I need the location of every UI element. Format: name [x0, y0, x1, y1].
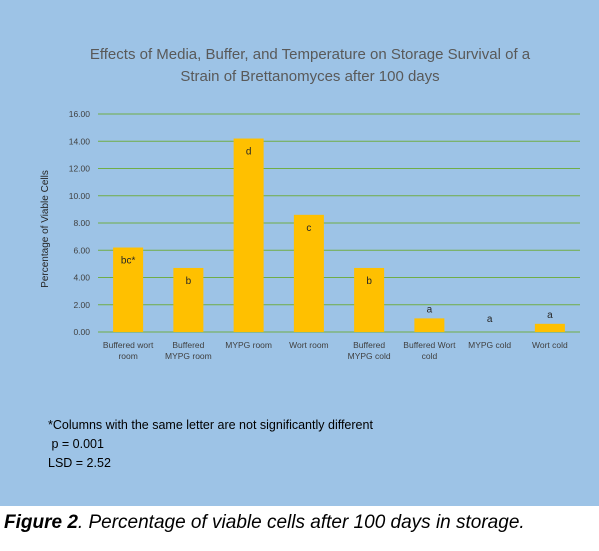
chart-panel: Effects of Media, Buffer, and Temperatur… — [0, 0, 599, 506]
note-p-value: p = 0.001 — [48, 437, 104, 451]
significance-letter: a — [427, 304, 433, 315]
x-category-label: Wort room — [289, 340, 329, 350]
bars — [113, 138, 565, 332]
significance-letter: a — [547, 310, 553, 321]
y-tick-label: 6.00 — [73, 245, 90, 255]
caption-label: Figure 2 — [4, 512, 78, 533]
y-tick-label: 16.00 — [69, 109, 91, 119]
y-tick-label: 14.00 — [69, 136, 91, 146]
y-tick-label: 4.00 — [73, 273, 90, 283]
x-category-label: Wort cold — [532, 340, 568, 350]
y-tick-label: 0.00 — [73, 327, 90, 337]
figure-caption: Figure 2. Percentage of viable cells aft… — [4, 512, 525, 534]
chart-title: Effects of Media, Buffer, and Temperatur… — [40, 44, 580, 88]
x-category-label: Buffered wort — [103, 340, 154, 350]
y-axis-ticks: 0.00 2.00 4.00 6.00 8.00 10.00 12.00 14.00 16.00 — [69, 109, 91, 337]
bar — [113, 247, 144, 332]
y-axis-label: Percentage of Viable Cells — [40, 170, 51, 288]
significance-letter: d — [246, 147, 252, 158]
bar — [414, 318, 445, 332]
x-category-label: Buffered — [353, 340, 385, 350]
gridlines — [98, 113, 580, 333]
x-category-label: MYPG room — [165, 351, 212, 361]
significance-letter: b — [186, 276, 192, 287]
x-category-label: MYPG cold — [348, 351, 391, 361]
note-lsd: LSD = 2.52 — [48, 456, 111, 470]
bar — [233, 138, 264, 332]
note-significance: *Columns with the same letter are not si… — [48, 418, 373, 432]
x-category-label: Buffered — [172, 340, 204, 350]
bar — [293, 214, 324, 332]
bar — [173, 267, 204, 332]
notes-block: *Columns with the same letter are not si… — [48, 416, 373, 473]
x-category-label: MYPG cold — [468, 340, 511, 350]
caption-text: . Percentage of viable cells after 100 d… — [77, 512, 525, 533]
y-tick-label: 10.00 — [69, 191, 91, 201]
y-tick-label: 2.00 — [73, 300, 90, 310]
significance-letters: bc* b d c b a a a — [121, 147, 553, 325]
significance-letter: a — [487, 314, 493, 325]
x-category-label: room — [118, 351, 137, 361]
significance-letter: b — [366, 276, 372, 287]
significance-letter: c — [306, 223, 311, 234]
y-tick-label: 8.00 — [73, 218, 90, 228]
x-category-label: cold — [422, 351, 438, 361]
significance-letter: bc* — [121, 256, 136, 267]
y-tick-label: 12.00 — [69, 164, 91, 174]
chart-title-line-1: Effects of Media, Buffer, and Temperatur… — [89, 46, 531, 63]
bar-chart: 0.00 2.00 4.00 6.00 8.00 10.00 12.00 14.00 16.00… — [40, 109, 580, 361]
x-category-label: Buffered Wort — [403, 340, 456, 350]
x-category-label: MYPG room — [225, 340, 272, 350]
bar — [354, 267, 385, 332]
bar — [534, 323, 565, 332]
chart-title-line-2: Strain of Brettanomyces after 100 days — [180, 68, 440, 85]
